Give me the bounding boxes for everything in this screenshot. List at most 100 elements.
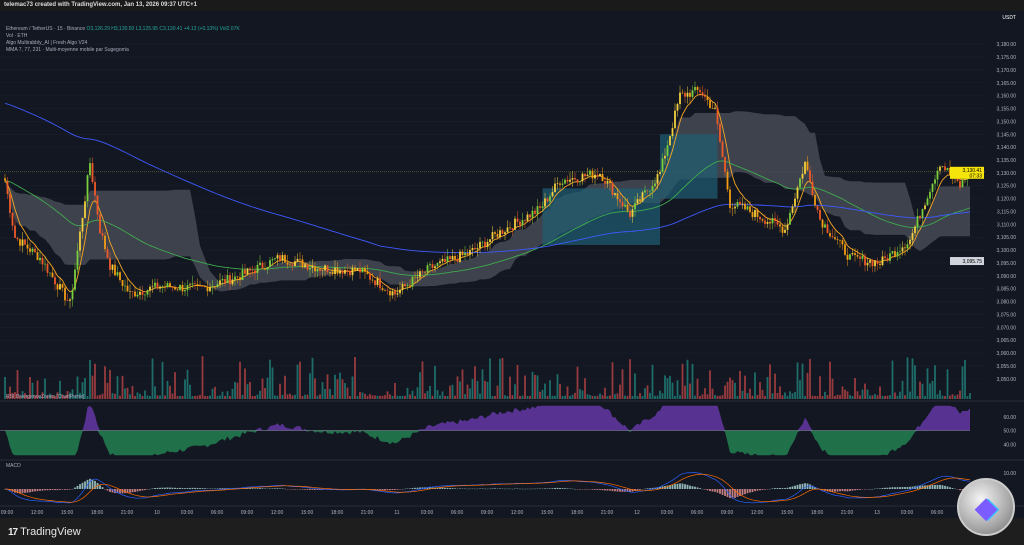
macd-pane-title[interactable]: MACD	[6, 463, 21, 469]
candle	[829, 232, 831, 237]
volume-bar	[509, 376, 511, 399]
macd-histogram-bar	[746, 489, 749, 494]
time-tick-label: 12:00	[751, 510, 764, 516]
volume-bar	[426, 390, 429, 399]
candle	[964, 179, 966, 180]
volume-bar	[319, 394, 321, 399]
volume-bar	[694, 395, 696, 399]
candle	[874, 260, 876, 267]
macd-histogram-bar	[54, 489, 56, 491]
macd-histogram-bar	[79, 484, 81, 489]
volume-indicator-label[interactable]: Vol · ETH	[6, 33, 28, 39]
currency-label: USDT	[1002, 15, 1016, 21]
time-tick-label: 18:00	[571, 510, 584, 516]
volume-bar	[669, 375, 671, 399]
volume-bar	[61, 394, 64, 399]
volume-bar	[636, 395, 639, 399]
candle	[714, 107, 716, 109]
volume-bar	[511, 395, 514, 399]
candle	[664, 155, 666, 159]
candle	[326, 265, 329, 273]
ohlc-values: O3,126.29 H3,130.50 L3,125.95 C3,130.41 …	[86, 26, 240, 32]
macd-histogram-bar	[306, 489, 309, 490]
macd-histogram-bar	[929, 485, 931, 489]
macd-histogram-bar	[591, 489, 594, 490]
candle	[161, 286, 164, 287]
volume-bar	[134, 395, 136, 399]
volume-bar	[386, 391, 389, 399]
candle	[51, 272, 54, 278]
volume-bar	[266, 377, 269, 399]
volume-bar	[499, 358, 501, 399]
volume-bar	[764, 395, 766, 399]
volume-bar	[56, 392, 59, 399]
volume-bar	[504, 395, 506, 399]
macd-histogram-bar	[31, 489, 34, 492]
time-tick-label: 15:00	[61, 510, 74, 516]
volume-bar	[129, 394, 131, 399]
price-tick-label: 3,070.00	[997, 325, 1017, 331]
price-tick-label: 3,145.00	[997, 132, 1017, 138]
volume-bar	[844, 389, 846, 399]
volume-bar	[244, 368, 246, 399]
volume-bar	[179, 395, 181, 399]
candle	[721, 141, 724, 158]
macd-histogram-bar	[51, 489, 54, 491]
volume-bar	[909, 391, 911, 399]
candle	[526, 214, 529, 221]
volume-bar	[889, 395, 891, 399]
macd-histogram-bar	[411, 488, 414, 489]
volume-bar	[516, 364, 519, 399]
volume-bar	[531, 371, 534, 399]
volume-bar	[34, 395, 36, 399]
volume-bar	[24, 393, 26, 399]
algo-indicator-label[interactable]: Algo Multirabbly_AI | Fresh Algo V24	[6, 40, 88, 46]
candle	[764, 220, 766, 224]
macd-histogram-bar	[739, 489, 741, 497]
chart-svg[interactable]: 3,180.00 3,175.00 3,170.00 3,165.00 3,160.00…	[0, 11, 1024, 518]
tradingview-logo[interactable]: 17 TradingView	[8, 526, 81, 538]
candle	[229, 275, 231, 285]
chart-area[interactable]: Ethereum / TetherUS · 15 · Binance O3,12…	[0, 11, 1024, 518]
volume-bar	[479, 393, 481, 399]
volume-bar	[436, 390, 439, 399]
candle	[556, 183, 559, 185]
volume-bar	[89, 359, 91, 399]
macd-histogram-bar	[856, 489, 859, 490]
candle	[541, 206, 544, 208]
macd-histogram-bar	[159, 487, 161, 489]
macd-histogram-bar	[604, 489, 606, 491]
macd-histogram-bar	[809, 484, 811, 489]
volume-bar	[781, 395, 784, 399]
macd-histogram-bar	[601, 489, 604, 491]
macd-histogram-bar	[64, 489, 66, 490]
volume-bar	[246, 384, 249, 399]
volume-bar	[121, 375, 124, 399]
volume-bar	[759, 382, 761, 399]
candle	[299, 258, 301, 260]
candle	[746, 206, 749, 210]
time-tick-label: 09:00	[481, 510, 494, 516]
time-tick-label: 12:00	[271, 510, 284, 516]
candle	[49, 272, 51, 274]
rsi-pane-title[interactable]: RSI DivergenceZones [ChartPrime]	[6, 394, 85, 400]
volume-bar	[886, 395, 889, 399]
candle	[29, 248, 31, 252]
volume-bar	[681, 363, 684, 399]
candle	[266, 267, 269, 270]
mma-indicator-label[interactable]: MMA 7, 77, 231 · Multi-moyenne mobile pa…	[6, 47, 129, 53]
candle	[831, 236, 834, 238]
symbol-label[interactable]: Ethereum / TetherUS · 15 · Binance	[6, 26, 86, 32]
macd-histogram-bar	[304, 489, 306, 490]
macd-histogram-bar	[294, 489, 296, 490]
volume-bar	[306, 394, 309, 399]
candle	[384, 290, 386, 291]
time-tick-label: 06:00	[691, 510, 704, 516]
candle	[799, 178, 801, 188]
macd-histogram-bar	[684, 484, 686, 489]
volume-bar	[191, 395, 194, 399]
candle	[821, 219, 824, 228]
candle	[184, 290, 186, 292]
macd-histogram-bar	[706, 489, 709, 491]
volume-bar	[356, 395, 359, 399]
